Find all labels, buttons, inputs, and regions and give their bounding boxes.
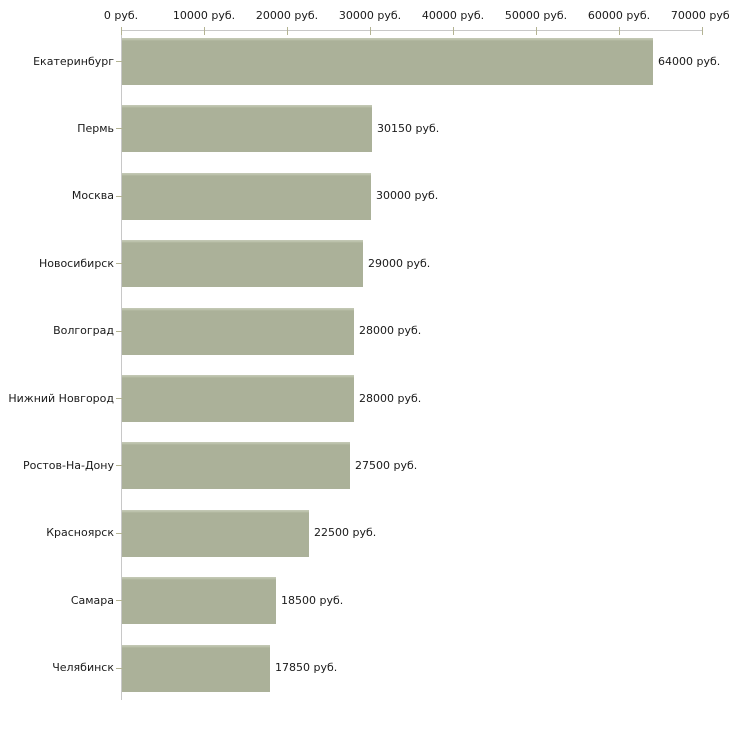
category-label: Волгоград [53, 324, 114, 338]
y-axis-tick [116, 263, 122, 265]
x-axis-tick [536, 27, 537, 35]
x-axis-tick [702, 27, 703, 35]
category-label: Пермь [77, 121, 114, 135]
x-axis-tick [287, 27, 288, 35]
bar [122, 442, 350, 490]
y-axis-tick [116, 600, 122, 602]
category-label: Новосибирск [38, 256, 114, 270]
x-axis-tick-label: 60000 руб. [587, 9, 651, 22]
bar [122, 509, 309, 557]
bar-row: Волгоград 28000 руб. [0, 300, 730, 367]
value-label: 30150 руб. [377, 121, 440, 135]
y-axis-tick [116, 330, 122, 332]
x-axis-tick-label: 40000 руб. [421, 9, 485, 22]
y-axis-tick [116, 195, 122, 197]
bar-row: Пермь 30150 руб. [0, 97, 730, 164]
category-label: Красноярск [46, 526, 114, 540]
x-axis-tick-label: 0 руб. [103, 9, 139, 22]
bar-row: Челябинск 17850 руб. [0, 637, 730, 704]
value-label: 30000 руб. [376, 189, 439, 203]
x-axis-tick-label: 50000 руб. [504, 9, 568, 22]
value-label: 28000 руб. [359, 391, 422, 405]
y-axis-tick [116, 667, 122, 669]
x-axis-tick-label: 70000 руб. [670, 9, 730, 22]
value-label: 27500 руб. [355, 458, 418, 472]
value-label: 22500 руб. [314, 526, 377, 540]
y-axis-tick [116, 465, 122, 467]
category-label: Екатеринбург [33, 54, 114, 68]
x-axis-tick [121, 27, 122, 35]
value-label: 18500 руб. [281, 593, 344, 607]
y-axis-tick [116, 532, 122, 534]
bar-row: Самара 18500 руб. [0, 569, 730, 636]
bar [122, 105, 372, 153]
x-axis-tick [370, 27, 371, 35]
bar [122, 240, 363, 288]
category-label: Москва [71, 189, 114, 203]
bar [122, 375, 354, 422]
y-axis-tick [116, 398, 122, 399]
x-axis-tick-label: 30000 руб. [338, 9, 402, 22]
x-axis-tick-label: 20000 руб. [255, 9, 319, 22]
value-label: 29000 руб. [368, 256, 431, 270]
bar-row: Нижний Новгород 28000 руб. [0, 367, 730, 434]
bar [122, 577, 276, 625]
bar [122, 172, 371, 220]
x-axis-tick-label: 10000 руб. [172, 9, 236, 22]
bar-row: Красноярск 22500 руб. [0, 502, 730, 569]
category-label: Челябинск [52, 661, 114, 675]
x-axis-tick [619, 27, 620, 35]
category-label: Нижний Новгород [8, 391, 114, 405]
bar [122, 38, 653, 85]
value-label: 28000 руб. [359, 324, 422, 338]
value-label: 17850 руб. [275, 661, 338, 675]
bar-row: Москва 30000 руб. [0, 165, 730, 232]
x-axis-tick [204, 27, 205, 35]
y-axis-line [121, 30, 122, 700]
x-axis-tick [453, 27, 454, 35]
bar-row: Новосибирск 29000 руб. [0, 232, 730, 299]
bar [122, 644, 270, 692]
bar-row: Екатеринбург 64000 руб. [0, 30, 730, 97]
y-axis-tick [116, 61, 122, 62]
category-label: Самара [70, 593, 114, 607]
category-label: Ростов-На-Дону [22, 458, 114, 472]
bar [122, 307, 354, 355]
value-label: 64000 руб. [658, 54, 721, 68]
x-axis-line [121, 30, 703, 31]
bar-row: Ростов-На-Дону 27500 руб. [0, 434, 730, 501]
y-axis-tick [116, 128, 122, 130]
